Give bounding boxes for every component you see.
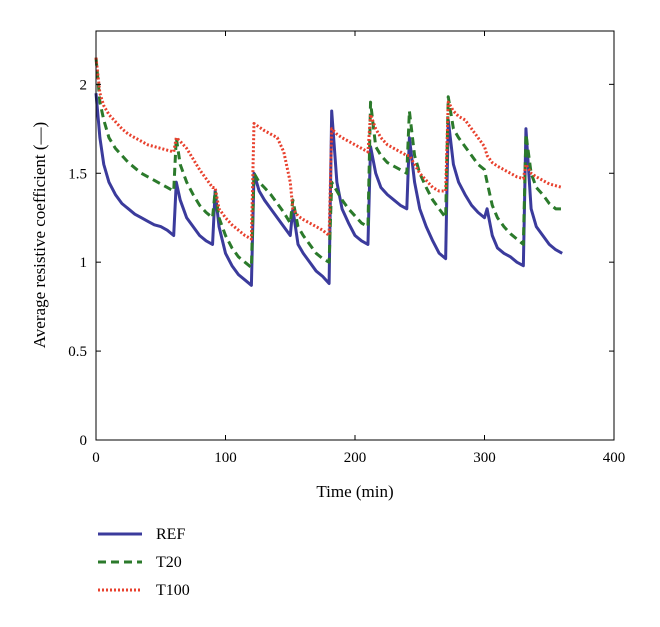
- y-axis-title: Average resistive coefficient (—): [30, 122, 49, 348]
- legend-label-ref: REF: [156, 526, 185, 543]
- series-layer: [94, 57, 563, 287]
- y-tick-label: 1.5: [68, 166, 87, 182]
- x-tick-label: 200: [344, 450, 367, 466]
- series-line-t100: [94, 57, 563, 241]
- y-axis: 0 0.5 1 1.5 2: [68, 77, 614, 449]
- x-axis: 0 100 200 300 400: [92, 31, 625, 466]
- legend: REF T20 T100: [98, 526, 190, 599]
- y-tick-label: 1: [80, 255, 88, 271]
- y-tick-label: 0.5: [68, 344, 87, 360]
- x-tick-label: 100: [214, 450, 237, 466]
- x-axis-title: Time (min): [316, 482, 393, 501]
- y-tick-label: 2: [80, 77, 88, 93]
- x-tick-label: 400: [603, 450, 626, 466]
- y-tick-label: 0: [80, 433, 88, 449]
- x-tick-label: 300: [473, 450, 496, 466]
- x-tick-label: 0: [92, 450, 100, 466]
- legend-label-t20: T20: [156, 554, 182, 571]
- legend-label-t100: T100: [156, 582, 190, 599]
